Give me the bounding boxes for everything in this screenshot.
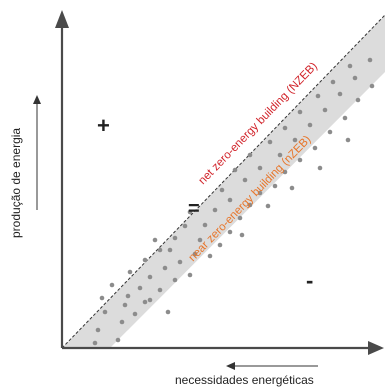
scatter-dot xyxy=(272,183,278,189)
scatter-dot xyxy=(202,222,208,228)
scatter-dot xyxy=(102,309,108,315)
scatter-dot xyxy=(322,107,328,113)
scatter-dot xyxy=(162,265,168,271)
scatter-dot xyxy=(330,79,336,85)
scatter-dot xyxy=(167,247,173,253)
scatter-dot xyxy=(257,165,263,171)
scatter-dot xyxy=(95,327,101,333)
scatter-dot xyxy=(142,299,148,305)
scatter-dot xyxy=(212,207,218,213)
scatter-dot xyxy=(109,282,115,288)
scatter-dot xyxy=(337,91,343,97)
y-axis-indicator-arrowhead xyxy=(33,95,41,104)
scatter-dot xyxy=(267,139,273,145)
scatter-dot xyxy=(315,93,321,99)
scatter-dot xyxy=(125,293,131,299)
scatter-dot xyxy=(217,242,223,248)
scatter-dot xyxy=(187,272,193,278)
plus-symbol: + xyxy=(97,113,110,138)
scatter-dot xyxy=(242,177,248,183)
scatter-dot xyxy=(367,57,373,63)
x-axis-label: necessidades energéticas xyxy=(175,373,314,387)
scatter-dot xyxy=(227,197,233,203)
scatter-dot xyxy=(307,122,313,128)
scatter-dot xyxy=(172,235,178,241)
scatter-dot xyxy=(172,277,178,283)
scatter-dot xyxy=(312,145,318,151)
scatter-dot xyxy=(152,237,158,243)
equals-symbol: = xyxy=(188,198,200,220)
scatter-dot xyxy=(265,203,271,209)
scatter-dot xyxy=(122,302,128,308)
scatter-dot xyxy=(289,185,295,191)
scatter-dot xyxy=(165,309,171,315)
scatter-dot xyxy=(347,63,353,69)
x-axis-arrowhead xyxy=(368,341,384,355)
minus-symbol: - xyxy=(306,268,313,293)
scatter-dot xyxy=(192,251,198,257)
scatter-dot xyxy=(327,129,333,135)
scatter-dot xyxy=(92,340,98,346)
scatter-dot xyxy=(147,297,153,303)
scatter-dot xyxy=(282,125,288,131)
scatter-dot xyxy=(197,237,203,243)
scatter-dot xyxy=(369,83,375,89)
scatter-dot xyxy=(132,311,138,317)
scatter-dot xyxy=(247,202,253,208)
scatter-dot xyxy=(137,285,143,291)
scatter-dot xyxy=(115,337,121,343)
scatter-dot xyxy=(317,165,323,171)
scatter-dot xyxy=(345,137,351,143)
net-zero-line xyxy=(61,14,385,349)
scatter-dot xyxy=(282,169,288,175)
scatter-dots xyxy=(92,57,375,346)
scatter-dot xyxy=(352,75,358,81)
scatter-dot xyxy=(182,223,188,229)
scatter-dot xyxy=(119,319,125,325)
scatter-dot xyxy=(187,209,193,215)
scatter-dot xyxy=(355,97,361,103)
scatter-dot xyxy=(247,152,253,158)
scatter-dot xyxy=(342,115,348,121)
scatter-dot xyxy=(99,295,105,301)
scatter-dot xyxy=(257,190,263,196)
scatter-dot xyxy=(207,253,213,259)
scatter-dot xyxy=(177,259,183,265)
scatter-dot xyxy=(297,157,303,163)
scatter-dot xyxy=(157,247,163,253)
scatter-dot xyxy=(142,257,148,263)
scatter-dot xyxy=(232,167,238,173)
scatter-dot xyxy=(292,137,298,143)
y-axis-arrowhead xyxy=(55,10,69,28)
scatter-dot xyxy=(239,232,245,238)
scatter-dot xyxy=(277,152,283,158)
scatter-dot xyxy=(157,287,163,293)
scatter-dot xyxy=(227,229,233,235)
scatter-dot xyxy=(219,187,225,193)
x-axis-indicator-arrowhead xyxy=(226,362,235,370)
y-axis-label: produção de energia xyxy=(9,128,23,238)
scatter-dot xyxy=(147,274,153,280)
scatter-dot xyxy=(127,269,133,275)
scatter-dot xyxy=(237,215,243,221)
scatter-dot xyxy=(297,109,303,115)
